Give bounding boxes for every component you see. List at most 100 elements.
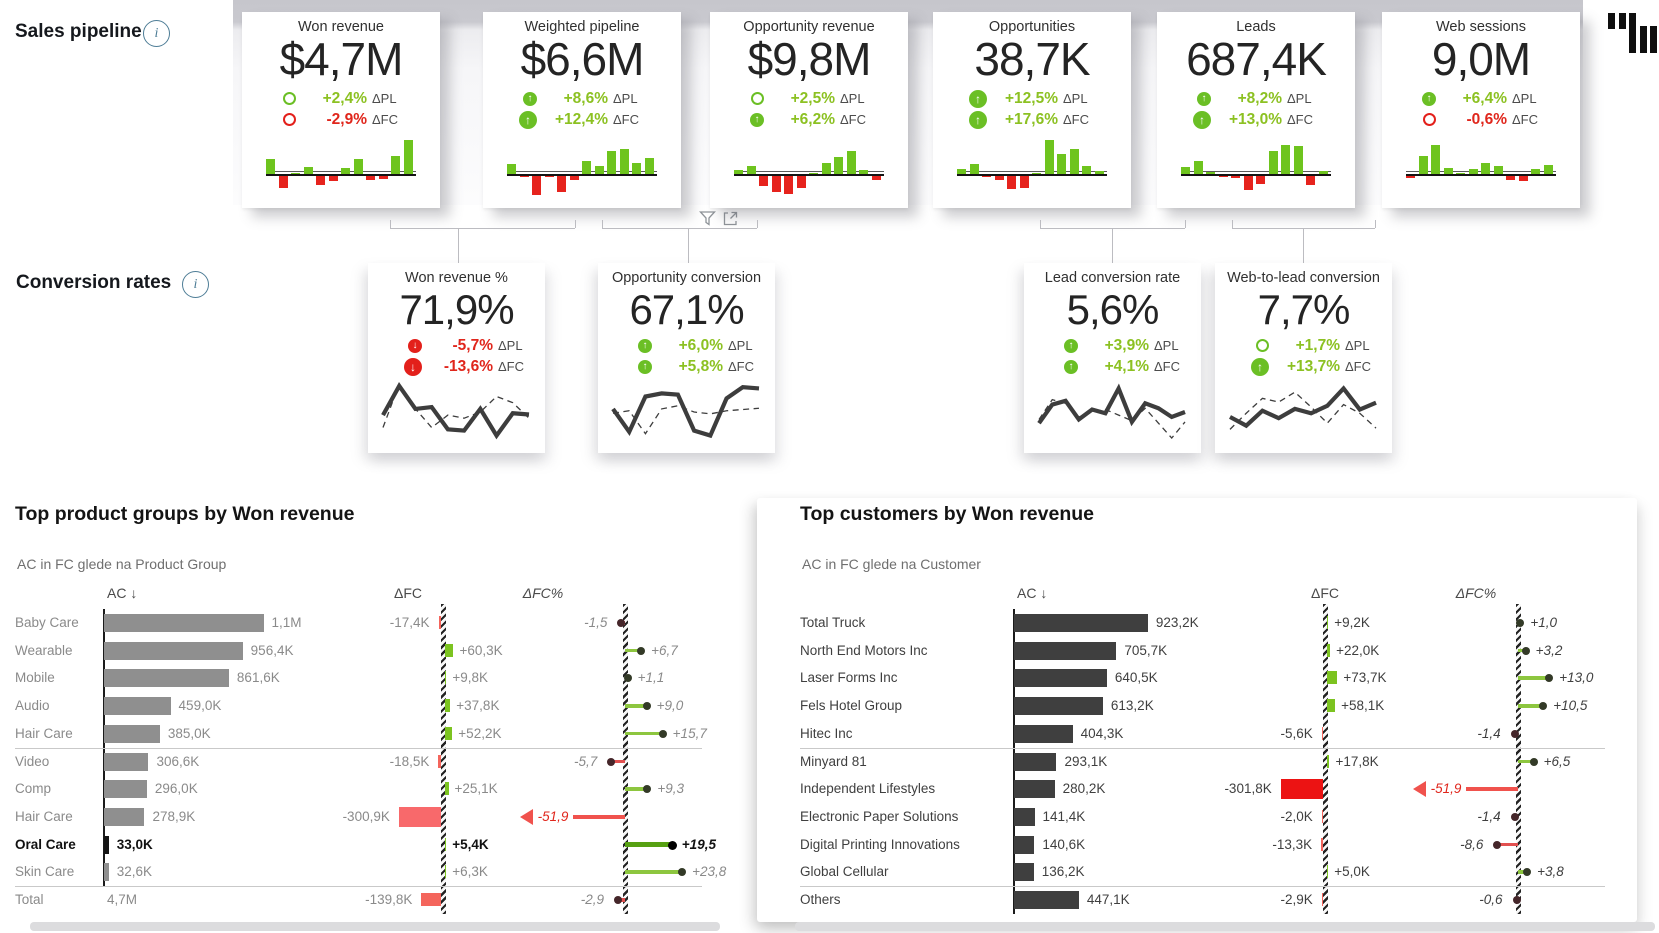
lollipop-dot[interactable] [617, 619, 626, 627]
dfc-bar[interactable] [1321, 837, 1323, 851]
sparkline-bar[interactable] [859, 170, 868, 174]
conversion-card-opportunity-conversion[interactable]: Opportunity conversion 67,1% ↑ +6,0% ΔPL ↑ +5,… [598, 263, 775, 453]
column-header-ac[interactable]: AC ↓ [107, 585, 138, 601]
sparkline-bar[interactable] [982, 176, 991, 177]
sparkline-bar[interactable] [1243, 176, 1253, 191]
row-label[interactable]: Hitec Inc [800, 725, 853, 741]
filter-icon[interactable] [699, 210, 716, 227]
conversion-card-lead-conversion-rate[interactable]: Lead conversion rate 5,6% ↑ +3,9% ΔPL ↑ +4,1% Δ… [1024, 263, 1201, 453]
sparkline-bar[interactable] [809, 172, 818, 174]
ac-bar[interactable] [1014, 697, 1103, 716]
sparkline-bar[interactable] [1456, 172, 1465, 174]
lollipop-dot[interactable] [607, 757, 616, 766]
dfc-bar[interactable] [438, 616, 441, 629]
sparkline-bar[interactable] [1268, 150, 1278, 174]
dfc-bar[interactable] [1327, 671, 1338, 685]
kpi-card-weighted-pipeline[interactable]: Weighted pipeline $6,6M ↑ +8,6% ΔPL ↑ +12,4% ΔF… [483, 12, 681, 208]
sparkline-bar[interactable] [1493, 165, 1503, 174]
row-label[interactable]: Wearable [15, 642, 73, 658]
lollipop-dot[interactable] [623, 674, 632, 683]
ac-bar[interactable] [1014, 835, 1035, 854]
dfc-bar[interactable] [445, 699, 451, 713]
ac-bar[interactable] [104, 863, 109, 882]
lollipop-dot[interactable] [1529, 757, 1538, 766]
sparkline-bar[interactable] [1231, 176, 1240, 178]
sparkline-bar[interactable] [644, 158, 654, 174]
sparkline-bar[interactable] [957, 169, 966, 174]
row-label[interactable]: Video [15, 753, 50, 769]
sparkline-bar[interactable] [1468, 169, 1478, 174]
ac-bar[interactable] [104, 752, 149, 771]
row-label[interactable]: Mobile [15, 670, 55, 686]
sparkline-bar[interactable] [278, 176, 288, 189]
row-label[interactable]: Hair Care [15, 725, 73, 741]
lollipop-dot[interactable] [642, 702, 651, 711]
lollipop-dot[interactable] [678, 868, 687, 877]
sparkline-bar[interactable] [391, 155, 400, 174]
row-label[interactable]: Oral Care [15, 836, 76, 852]
dfc-bar[interactable] [1321, 809, 1323, 823]
lollipop-dot[interactable] [658, 729, 667, 738]
row-label[interactable]: Others [800, 892, 841, 907]
column-header-ac[interactable]: AC ↓ [1017, 585, 1048, 601]
ac-bar[interactable] [1014, 780, 1055, 799]
column-header-dfc-pct[interactable]: ΔFC% [1455, 585, 1497, 601]
dfc-bar[interactable] [1327, 643, 1331, 657]
row-label[interactable]: Global Cellular [800, 864, 889, 880]
row-label[interactable]: Electronic Paper Solutions [800, 808, 959, 824]
sparkline-bar[interactable] [607, 150, 616, 174]
sparkline-bar[interactable] [1281, 145, 1290, 174]
lollipop-dot[interactable] [667, 840, 677, 850]
dfc-bar[interactable] [1327, 616, 1329, 629]
sparkline-bar[interactable] [821, 163, 831, 174]
lollipop-dot[interactable] [1545, 674, 1554, 683]
dfc-bar[interactable] [1321, 726, 1323, 740]
ac-bar[interactable] [1014, 641, 1117, 660]
sparkline-bar[interactable] [994, 176, 1004, 181]
sparkline-bar[interactable] [1094, 171, 1104, 174]
ac-bar[interactable] [104, 669, 229, 688]
sparkline-bar[interactable] [557, 176, 566, 193]
lollipop-dot[interactable] [1521, 646, 1530, 655]
dfc-bar[interactable] [1321, 893, 1323, 906]
sparkline-bar[interactable] [341, 167, 350, 174]
sparkline-bar[interactable] [328, 176, 338, 181]
dfc-bar[interactable] [1327, 699, 1336, 713]
info-icon[interactable]: i [182, 271, 209, 298]
row-label[interactable]: Minyard 81 [800, 753, 867, 769]
row-label[interactable]: Comp [15, 781, 52, 797]
sparkline-bar[interactable] [544, 176, 554, 177]
row-label[interactable]: Total Truck [800, 615, 866, 630]
sparkline-bar[interactable] [582, 161, 591, 174]
dfc-bar[interactable] [445, 643, 454, 657]
ac-bar[interactable] [1014, 614, 1148, 632]
sparkline-bar[interactable] [1418, 156, 1428, 174]
sparkline-bar[interactable] [1443, 168, 1453, 174]
sparkline-bar[interactable] [303, 167, 313, 174]
sparkline-bar[interactable] [846, 150, 856, 174]
sparkline-bar[interactable] [1007, 176, 1016, 190]
sparkline-bar[interactable] [1069, 148, 1079, 174]
sparkline-bar[interactable] [1256, 176, 1265, 185]
sparkline-bar[interactable] [569, 176, 579, 180]
sparkline-bar[interactable] [759, 176, 768, 186]
sparkline-bar[interactable] [834, 157, 843, 174]
lollipop-dot[interactable] [1523, 868, 1532, 877]
dfc-bar[interactable] [1280, 779, 1323, 800]
sparkline-bar[interactable] [1181, 167, 1190, 174]
sparkline-bar[interactable] [291, 172, 300, 174]
sparkline-bar[interactable] [594, 166, 604, 174]
popout-icon[interactable] [722, 210, 739, 227]
dfc-bar[interactable] [445, 726, 453, 740]
sparkline-bar[interactable] [532, 176, 541, 195]
sparkline-bar[interactable] [507, 163, 516, 174]
row-label[interactable]: Digital Printing Innovations [800, 836, 960, 852]
ac-bar[interactable] [104, 641, 243, 660]
ac-bar[interactable] [104, 807, 145, 826]
sparkline-bar[interactable] [366, 176, 375, 181]
dfc-bar[interactable] [445, 837, 447, 851]
sparkline-bar[interactable] [784, 176, 793, 194]
lollipop-dot[interactable] [1510, 812, 1519, 821]
sparkline-bar[interactable] [1032, 173, 1041, 174]
sparkline-bar[interactable] [1082, 165, 1091, 174]
